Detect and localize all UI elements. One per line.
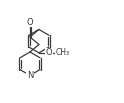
Text: CH₃: CH₃ <box>55 48 69 57</box>
Text: O: O <box>26 18 33 27</box>
Text: O: O <box>46 48 52 57</box>
Text: N: N <box>27 71 33 80</box>
